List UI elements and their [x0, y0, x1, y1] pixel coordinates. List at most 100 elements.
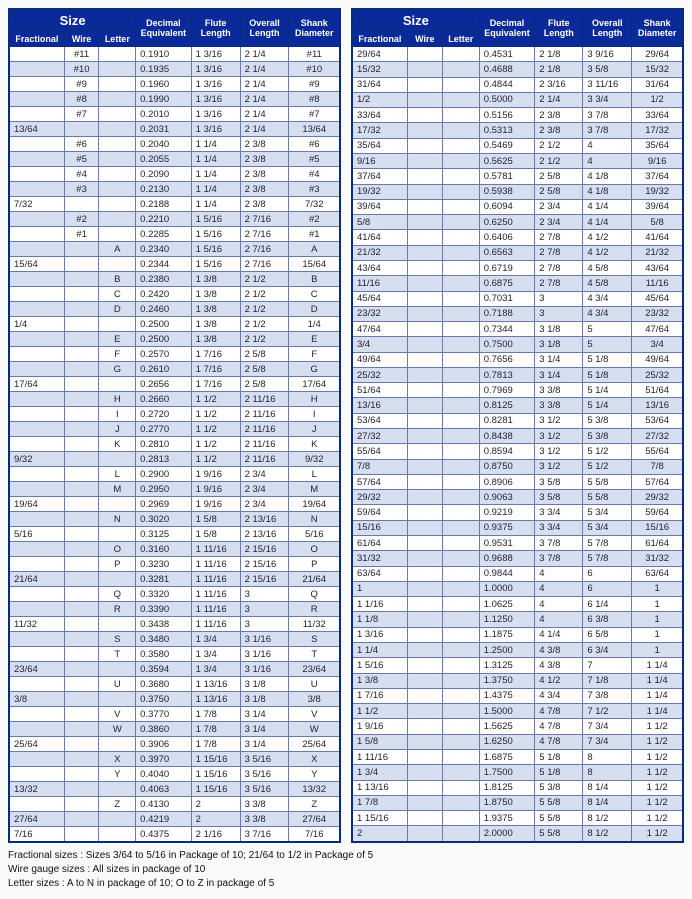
- cell-decimal: 0.4375: [136, 827, 192, 843]
- table-header: Size Decimal Equivalent Flute Length Ove…: [9, 9, 340, 47]
- table-row: 1 3/81.37504 1/27 1/81 1/4: [352, 673, 683, 688]
- table-row: G0.26101 7/162 5/8G: [9, 362, 340, 377]
- cell-shank: 15/16: [632, 520, 683, 535]
- cell-fractional: 29/32: [352, 490, 407, 505]
- cell-fractional: 15/16: [352, 520, 407, 535]
- cell-flute: 1 15/16: [191, 767, 240, 782]
- cell-overall: 3 9/16: [583, 47, 632, 62]
- table-row: 13/160.81253 3/85 1/413/16: [352, 398, 683, 413]
- cell-shank: 35/64: [632, 138, 683, 153]
- cell-fractional: 11/32: [9, 617, 64, 632]
- cell-shank: 1 1/4: [632, 704, 683, 719]
- cell-decimal: 0.2285: [136, 227, 192, 242]
- table-row: 1/40.25001 3/82 1/21/4: [9, 317, 340, 332]
- header-wire: Wire: [407, 32, 442, 47]
- tables-container: Size Decimal Equivalent Flute Length Ove…: [8, 8, 684, 843]
- cell-wire: [64, 422, 99, 437]
- cell-wire: [407, 276, 442, 291]
- cell-letter: K: [99, 437, 136, 452]
- cell-letter: [442, 108, 479, 123]
- cell-letter: [442, 520, 479, 535]
- cell-shank: V: [289, 707, 340, 722]
- cell-letter: [442, 47, 479, 62]
- cell-letter: [442, 459, 479, 474]
- cell-shank: K: [289, 437, 340, 452]
- cell-fractional: 45/64: [352, 291, 407, 306]
- table-row: 59/640.92193 3/45 3/459/64: [352, 505, 683, 520]
- footnotes: Fractional sizes : Sizes 3/64 to 5/16 in…: [8, 849, 684, 891]
- cell-decimal: 0.2770: [136, 422, 192, 437]
- table-row: 1/20.50002 1/43 3/41/2: [352, 92, 683, 107]
- cell-flute: 2 3/4: [535, 199, 583, 214]
- cell-shank: H: [289, 392, 340, 407]
- cell-decimal: 0.1990: [136, 92, 192, 107]
- cell-fractional: [9, 302, 64, 317]
- cell-flute: 1 9/16: [191, 497, 240, 512]
- cell-decimal: 0.3281: [136, 572, 192, 587]
- cell-decimal: 0.6719: [479, 260, 535, 275]
- header-flute: Flute Length: [535, 9, 583, 47]
- cell-letter: [442, 734, 479, 749]
- cell-flute: 1 1/2: [191, 392, 240, 407]
- cell-shank: 43/64: [632, 260, 683, 275]
- table-row: I0.27201 1/22 11/16I: [9, 407, 340, 422]
- cell-letter: [442, 169, 479, 184]
- cell-fractional: 17/32: [352, 123, 407, 138]
- cell-fractional: 1 3/16: [352, 627, 407, 642]
- cell-decimal: 0.2380: [136, 272, 192, 287]
- cell-wire: [64, 662, 99, 677]
- cell-overall: 2 15/16: [240, 557, 289, 572]
- cell-overall: 2 11/16: [240, 407, 289, 422]
- cell-shank: #8: [289, 92, 340, 107]
- cell-overall: 5 1/8: [583, 367, 632, 382]
- cell-letter: [99, 182, 136, 197]
- cell-overall: 3: [240, 587, 289, 602]
- cell-letter: B: [99, 272, 136, 287]
- cell-letter: F: [99, 347, 136, 362]
- table-row: 1 7/161.43754 3/47 3/81 1/4: [352, 688, 683, 703]
- cell-decimal: 0.3320: [136, 587, 192, 602]
- cell-wire: [407, 688, 442, 703]
- cell-fractional: 13/32: [9, 782, 64, 797]
- cell-flute: 3: [535, 306, 583, 321]
- cell-letter: P: [99, 557, 136, 572]
- cell-wire: [407, 322, 442, 337]
- table-row: K0.28101 1/22 11/16K: [9, 437, 340, 452]
- cell-letter: [442, 138, 479, 153]
- cell-decimal: 0.2344: [136, 257, 192, 272]
- cell-letter: [442, 688, 479, 703]
- table-row: 1 13/161.81255 3/88 1/41 1/2: [352, 780, 683, 795]
- cell-flute: 1 3/8: [191, 317, 240, 332]
- cell-flute: 4 3/4: [535, 688, 583, 703]
- table-row: 3/80.37501 13/163 1/83/8: [9, 692, 340, 707]
- cell-wire: #1: [64, 227, 99, 242]
- cell-decimal: 0.3438: [136, 617, 192, 632]
- table-row: W0.38601 7/83 1/4W: [9, 722, 340, 737]
- cell-shank: 1 1/2: [632, 780, 683, 795]
- cell-shank: 1/4: [289, 317, 340, 332]
- cell-flute: 2: [191, 797, 240, 812]
- cell-shank: E: [289, 332, 340, 347]
- cell-wire: [407, 92, 442, 107]
- cell-wire: [64, 812, 99, 827]
- cell-fractional: 29/64: [352, 47, 407, 62]
- cell-overall: 5 3/4: [583, 505, 632, 520]
- cell-flute: 3 3/8: [535, 383, 583, 398]
- cell-fractional: [9, 92, 64, 107]
- cell-decimal: 0.7500: [479, 337, 535, 352]
- cell-wire: [407, 306, 442, 321]
- cell-shank: S: [289, 632, 340, 647]
- cell-fractional: [9, 62, 64, 77]
- cell-flute: 4 7/8: [535, 704, 583, 719]
- table-row: 15/640.23441 5/162 7/1615/64: [9, 257, 340, 272]
- cell-shank: 57/64: [632, 474, 683, 489]
- cell-decimal: 0.2010: [136, 107, 192, 122]
- cell-fractional: [9, 722, 64, 737]
- cell-flute: 1 1/4: [191, 152, 240, 167]
- cell-shank: 11/32: [289, 617, 340, 632]
- cell-fractional: [9, 347, 64, 362]
- cell-shank: 25/64: [289, 737, 340, 752]
- cell-decimal: 0.7813: [479, 367, 535, 382]
- cell-wire: [64, 122, 99, 137]
- cell-shank: 1/2: [632, 92, 683, 107]
